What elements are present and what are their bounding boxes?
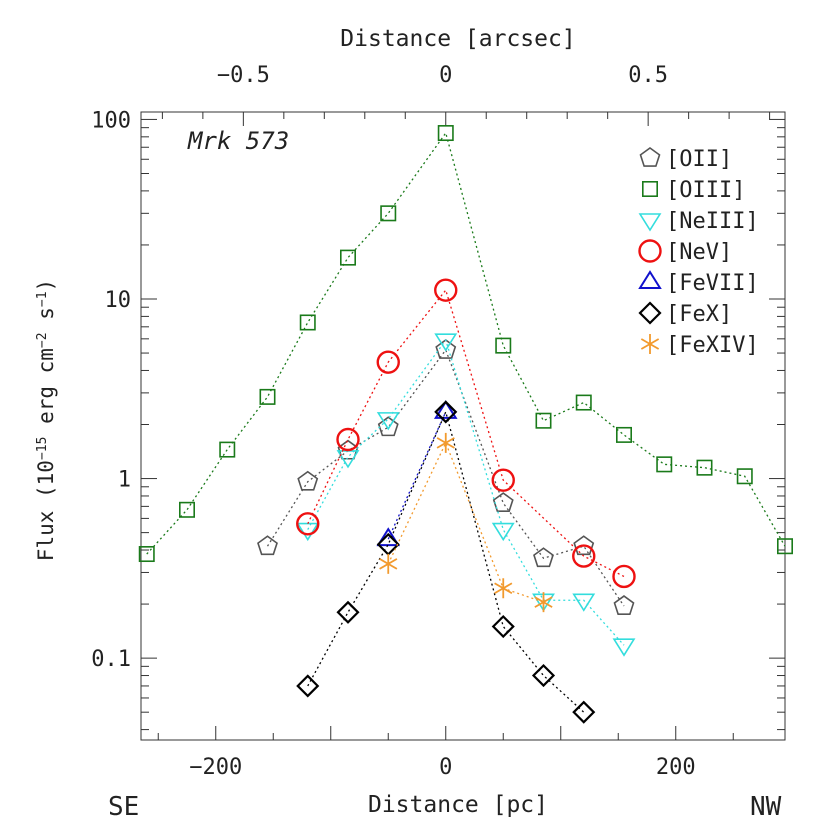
legend-label-oiii: [OIII]: [666, 178, 745, 203]
legend-label-fex: [FeX]: [666, 302, 732, 327]
nw-direction-label: NW: [750, 792, 782, 822]
data-point-fex: [572, 700, 596, 724]
data-point-oii: [377, 416, 399, 437]
y-tick-label: 10: [105, 288, 132, 313]
data-point-oiii: [179, 501, 196, 518]
data-point-nev: [336, 427, 360, 452]
y-tick-label: 100: [91, 108, 131, 133]
data-point-fex: [336, 600, 360, 624]
legend-marker-fex: [638, 301, 662, 325]
series-line-fevii: [387, 411, 447, 540]
series-line-oiii: [146, 131, 786, 555]
data-point-oiii: [736, 468, 753, 485]
data-point-oiii: [656, 456, 673, 473]
series-line-fexiv: [387, 441, 544, 603]
data-point-oii: [533, 547, 554, 568]
data-point-nev: [491, 468, 515, 492]
data-point-neiii: [434, 333, 458, 352]
data-point-nev: [376, 350, 400, 374]
series-neiii: [296, 333, 636, 657]
data-point-oiii: [776, 538, 793, 555]
data-point-oii: [435, 339, 457, 359]
data-point-fevii: [433, 400, 458, 419]
legend-label-fexiv: [FeXIV]: [666, 333, 759, 358]
data-point-oii: [613, 595, 635, 615]
y-axis-label: Flux (10−15 erg cm−2 s−1): [34, 279, 58, 561]
data-point-fex: [531, 663, 556, 688]
top-x-tick-label: 0.5: [628, 63, 668, 88]
data-point-fexiv: [379, 553, 398, 574]
legend: [OII] [OIII] [NeIII] [NeV] [FeVII] [FeX] [FeXI…: [638, 147, 759, 358]
series-oii: [257, 339, 635, 615]
top-x-tick-label: −0.5: [217, 63, 270, 88]
data-point-nev: [434, 278, 458, 302]
legend-marker-nev: [638, 239, 662, 263]
data-point-oiii: [495, 337, 512, 354]
axes: −200 0 200 −0.5 0 0.5 0.1 1 10 100: [91, 63, 786, 780]
data-point-fex: [434, 400, 458, 424]
legend-label-oii: [OII]: [666, 147, 732, 172]
data-point-oiii: [339, 249, 356, 266]
data-point-oii: [492, 492, 514, 512]
data-point-fex: [296, 674, 320, 698]
data-point-neiii: [572, 593, 596, 612]
data-point-oii: [257, 535, 278, 556]
data-point-oiii: [437, 125, 454, 142]
data-point-fex: [491, 614, 515, 639]
legend-marker-oii: [639, 147, 661, 167]
legend-label-nev: [NeV]: [666, 240, 732, 265]
data-point-oiii: [138, 546, 155, 563]
x-tick-label: 200: [656, 755, 696, 780]
data-point-fexiv: [436, 432, 455, 453]
series-fex: [296, 400, 596, 724]
series-fevii: [376, 400, 458, 547]
data-point-oii: [297, 470, 319, 491]
legend-label-neiii: [NeIII]: [666, 209, 759, 234]
data-point-oiii: [259, 388, 276, 405]
legend-marker-oiii: [641, 181, 658, 198]
plot-frame: [140, 111, 786, 741]
data-point-fexiv: [494, 578, 513, 599]
data-point-nev: [572, 544, 596, 568]
data-point-oiii: [535, 412, 552, 429]
top-x-axis-label: Distance [arcsec]: [340, 26, 575, 52]
series-oiii: [138, 125, 793, 563]
y-tick-label: 0.1: [91, 647, 131, 672]
data-point-oiii: [219, 441, 236, 458]
se-direction-label: SE: [108, 792, 139, 822]
series-nev: [296, 278, 636, 589]
data-point-fevii: [376, 527, 401, 547]
data-point-oiii: [380, 205, 397, 222]
data-point-neiii: [612, 638, 636, 657]
data-point-oii: [573, 535, 595, 556]
series-line-nev: [307, 288, 625, 578]
data-point-oiii: [299, 314, 316, 331]
data-point-nev: [612, 564, 636, 589]
top-x-tick-label: 0: [439, 63, 452, 88]
chart-title: Mrk 573: [187, 127, 289, 155]
series-layer: [138, 125, 793, 724]
data-point-oiii: [615, 426, 632, 443]
x-tick-label: 0: [439, 755, 452, 780]
legend-marker-neiii: [638, 213, 662, 232]
data-point-oiii: [575, 394, 592, 411]
data-point-neiii: [491, 522, 515, 542]
data-point-nev: [296, 512, 320, 536]
y-tick-label: 1: [118, 468, 131, 493]
legend-label-fevii: [FeVII]: [666, 271, 759, 296]
series-fexiv: [379, 432, 553, 613]
x-axis-label: Distance [pc]: [368, 792, 548, 818]
legend-marker-fevii: [638, 270, 662, 289]
data-point-oiii: [696, 459, 713, 476]
x-tick-label: −200: [189, 755, 242, 780]
legend-marker-fexiv: [640, 334, 660, 354]
data-point-fexiv: [534, 592, 553, 613]
data-point-neiii: [376, 412, 400, 431]
